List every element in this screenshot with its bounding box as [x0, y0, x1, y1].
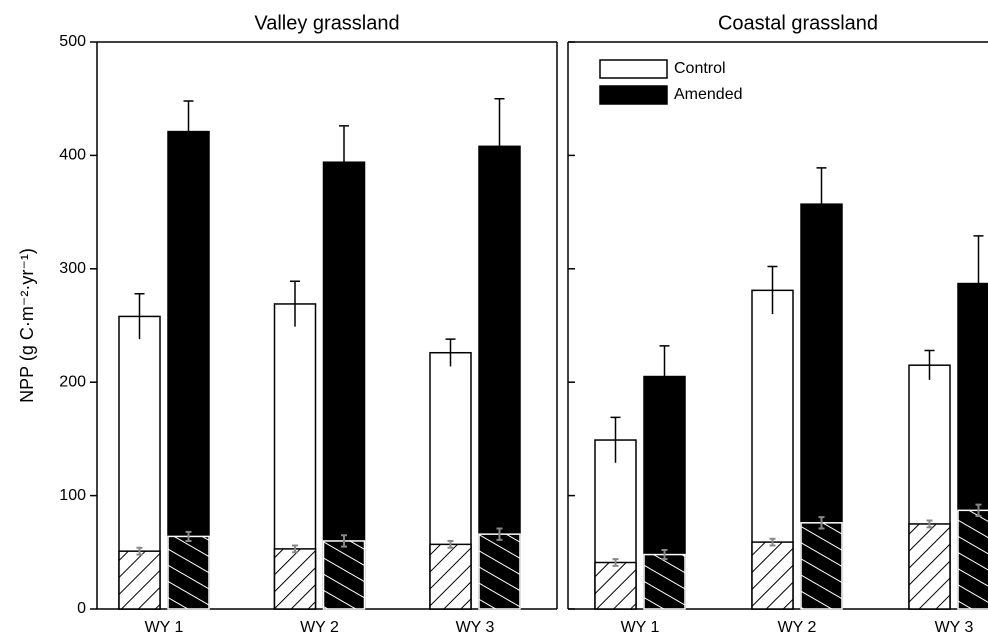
error-bar	[445, 338, 456, 367]
x-tick-label: WY 3	[935, 619, 974, 636]
overlay-error-bar	[185, 530, 192, 542]
overlay-bar	[643, 553, 686, 610]
x-tick-label: WY 1	[145, 619, 184, 636]
bar	[167, 130, 210, 610]
overlay-error-bar	[818, 516, 825, 530]
error-bar	[610, 416, 621, 463]
overlay-bar	[594, 561, 637, 610]
overlay-bar	[167, 535, 210, 610]
x-tick-label: WY 2	[300, 619, 339, 636]
legend-swatch	[599, 59, 668, 79]
overlay-bar	[957, 509, 988, 610]
overlay-error-bar	[292, 544, 298, 554]
error-bar	[924, 349, 935, 380]
overlay-error-bar	[496, 527, 503, 541]
overlay-error-bar	[661, 549, 668, 561]
y-tick-label: 0	[77, 600, 86, 617]
error-bar	[134, 292, 145, 340]
error-bar	[973, 235, 984, 332]
overlay-bar	[118, 550, 161, 610]
overlay-bar	[751, 541, 794, 610]
y-tick-label: 300	[59, 260, 86, 277]
error-bar	[339, 125, 349, 199]
overlay-error-bar	[447, 539, 454, 549]
panel-title: Valley grassland	[254, 12, 399, 34]
overlay-bar	[273, 548, 317, 610]
overlay-error-bar	[975, 503, 982, 518]
overlay-error-bar	[769, 537, 776, 547]
error-bar	[767, 265, 778, 315]
legend-label: Amended	[674, 86, 743, 103]
overlay-error-bar	[926, 519, 933, 529]
error-bar	[659, 345, 670, 408]
legend-label: Control	[674, 60, 726, 77]
error-bar	[494, 97, 505, 194]
error-bar	[816, 167, 827, 241]
overlay-bar	[800, 522, 843, 610]
panel-title: Coastal grassland	[718, 12, 878, 34]
error-bar	[183, 100, 194, 163]
x-tick-label: WY 3	[456, 619, 495, 636]
y-axis-label: NPP (g C·m⁻²·yr⁻¹)	[17, 248, 37, 403]
overlay-bar	[429, 543, 472, 610]
x-tick-label: WY 2	[778, 619, 817, 636]
legend-swatch	[599, 85, 668, 105]
y-tick-label: 200	[59, 373, 86, 390]
overlay-error-bar	[136, 546, 143, 556]
overlay-bar	[478, 533, 521, 610]
overlay-bar	[322, 540, 366, 610]
y-tick-label: 100	[59, 487, 86, 504]
x-tick-label: WY 1	[621, 619, 660, 636]
overlay-error-bar	[341, 534, 347, 548]
y-tick-label: 500	[59, 33, 86, 50]
y-tick-label: 400	[59, 147, 86, 164]
overlay-error-bar	[612, 558, 619, 567]
error-bar	[290, 280, 300, 327]
overlay-bar	[908, 523, 951, 610]
